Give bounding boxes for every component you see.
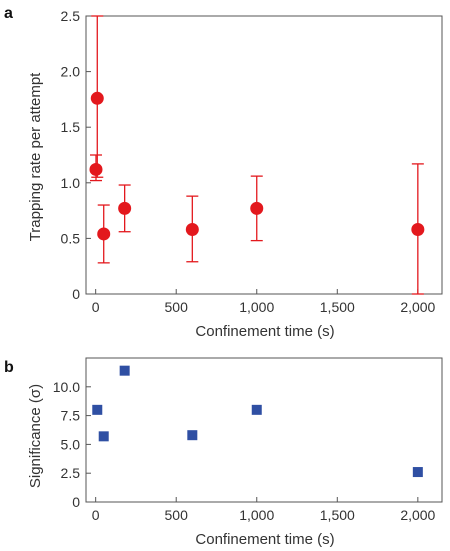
data-point	[411, 223, 425, 237]
panel-a-plot-frame	[85, 15, 443, 295]
panel-b-x-axis-title: Confinement time (s)	[195, 531, 334, 548]
panel-b-data-points	[92, 365, 423, 478]
panel-a-data-points	[89, 15, 425, 295]
panel-b-x-tick-label: 1,500	[320, 507, 355, 523]
panel-b-x-tick-label: 1,000	[239, 507, 274, 523]
panel-b-x-tick-label: 2,000	[400, 507, 435, 523]
panel-b-y-axis-title: Significance (σ)	[27, 384, 44, 488]
panel-a-y-tick-label: 2.0	[61, 64, 81, 80]
panel-b-y-tick-label: 10.0	[53, 379, 80, 395]
panel-a-x-tick-label: 500	[165, 299, 189, 315]
panel-a-y-ticks: 0 0.5 1.0 1.5 2.0 2.5	[61, 8, 91, 302]
panel-b-y-ticks: 0 2.5 5.0 7.5 10.0	[53, 379, 91, 510]
data-point	[89, 162, 103, 176]
panel-b-y-tick-label: 2.5	[61, 465, 81, 481]
data-point	[187, 430, 198, 441]
panel-a-y-tick-label: 1.0	[61, 175, 81, 191]
panel-b-x-ticks: 0 500 1,000 1,500 2,000	[92, 497, 436, 523]
data-point	[90, 91, 104, 105]
data-point	[98, 431, 109, 442]
panel-b: b Significance (σ) Confinement time (s) …	[4, 357, 443, 548]
data-point	[251, 404, 262, 415]
data-point	[250, 201, 264, 215]
panel-a-y-tick-label: 2.5	[61, 8, 81, 24]
panel-a-letter: a	[4, 5, 13, 22]
panel-a: a Trapping rate per attempt Confinement …	[4, 5, 443, 340]
panel-a-x-tick-label: 1,500	[320, 299, 355, 315]
panel-a-y-tick-label: 1.5	[61, 119, 81, 135]
panel-a-y-axis-title: Trapping rate per attempt	[27, 72, 44, 242]
panel-b-x-tick-label: 0	[92, 507, 100, 523]
panel-a-x-tick-label: 0	[92, 299, 100, 315]
data-point	[185, 223, 199, 237]
data-point	[119, 365, 130, 376]
panel-b-y-tick-label: 0	[72, 494, 80, 510]
data-point	[97, 227, 111, 241]
panel-b-letter: b	[4, 359, 14, 376]
panel-b-x-tick-label: 500	[165, 507, 189, 523]
panel-a-x-tick-label: 1,000	[239, 299, 274, 315]
panel-b-y-tick-label: 7.5	[61, 408, 81, 424]
data-point	[92, 404, 103, 415]
panel-b-y-tick-label: 5.0	[61, 436, 81, 452]
data-point	[118, 201, 132, 215]
panel-a-x-ticks: 0 500 1,000 1,500 2,000	[92, 289, 436, 315]
panel-b-plot-frame	[85, 357, 443, 503]
panel-a-y-tick-label: 0	[72, 286, 80, 302]
panel-a-y-tick-label: 0.5	[61, 230, 81, 246]
panel-a-x-axis-title: Confinement time (s)	[195, 323, 334, 340]
panel-a-x-tick-label: 2,000	[400, 299, 435, 315]
data-point	[412, 467, 423, 478]
